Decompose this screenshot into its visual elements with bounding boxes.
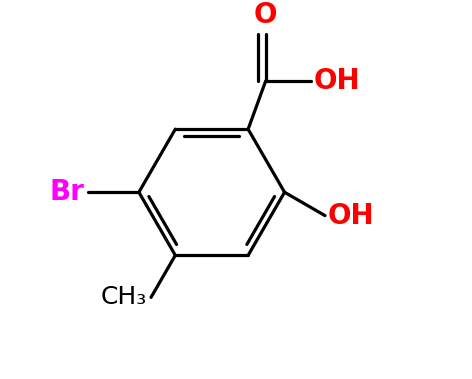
Text: O: O <box>254 1 278 29</box>
Text: OH: OH <box>328 202 374 230</box>
Text: Br: Br <box>50 178 85 206</box>
Text: CH₃: CH₃ <box>101 285 147 309</box>
Text: OH: OH <box>313 67 360 95</box>
